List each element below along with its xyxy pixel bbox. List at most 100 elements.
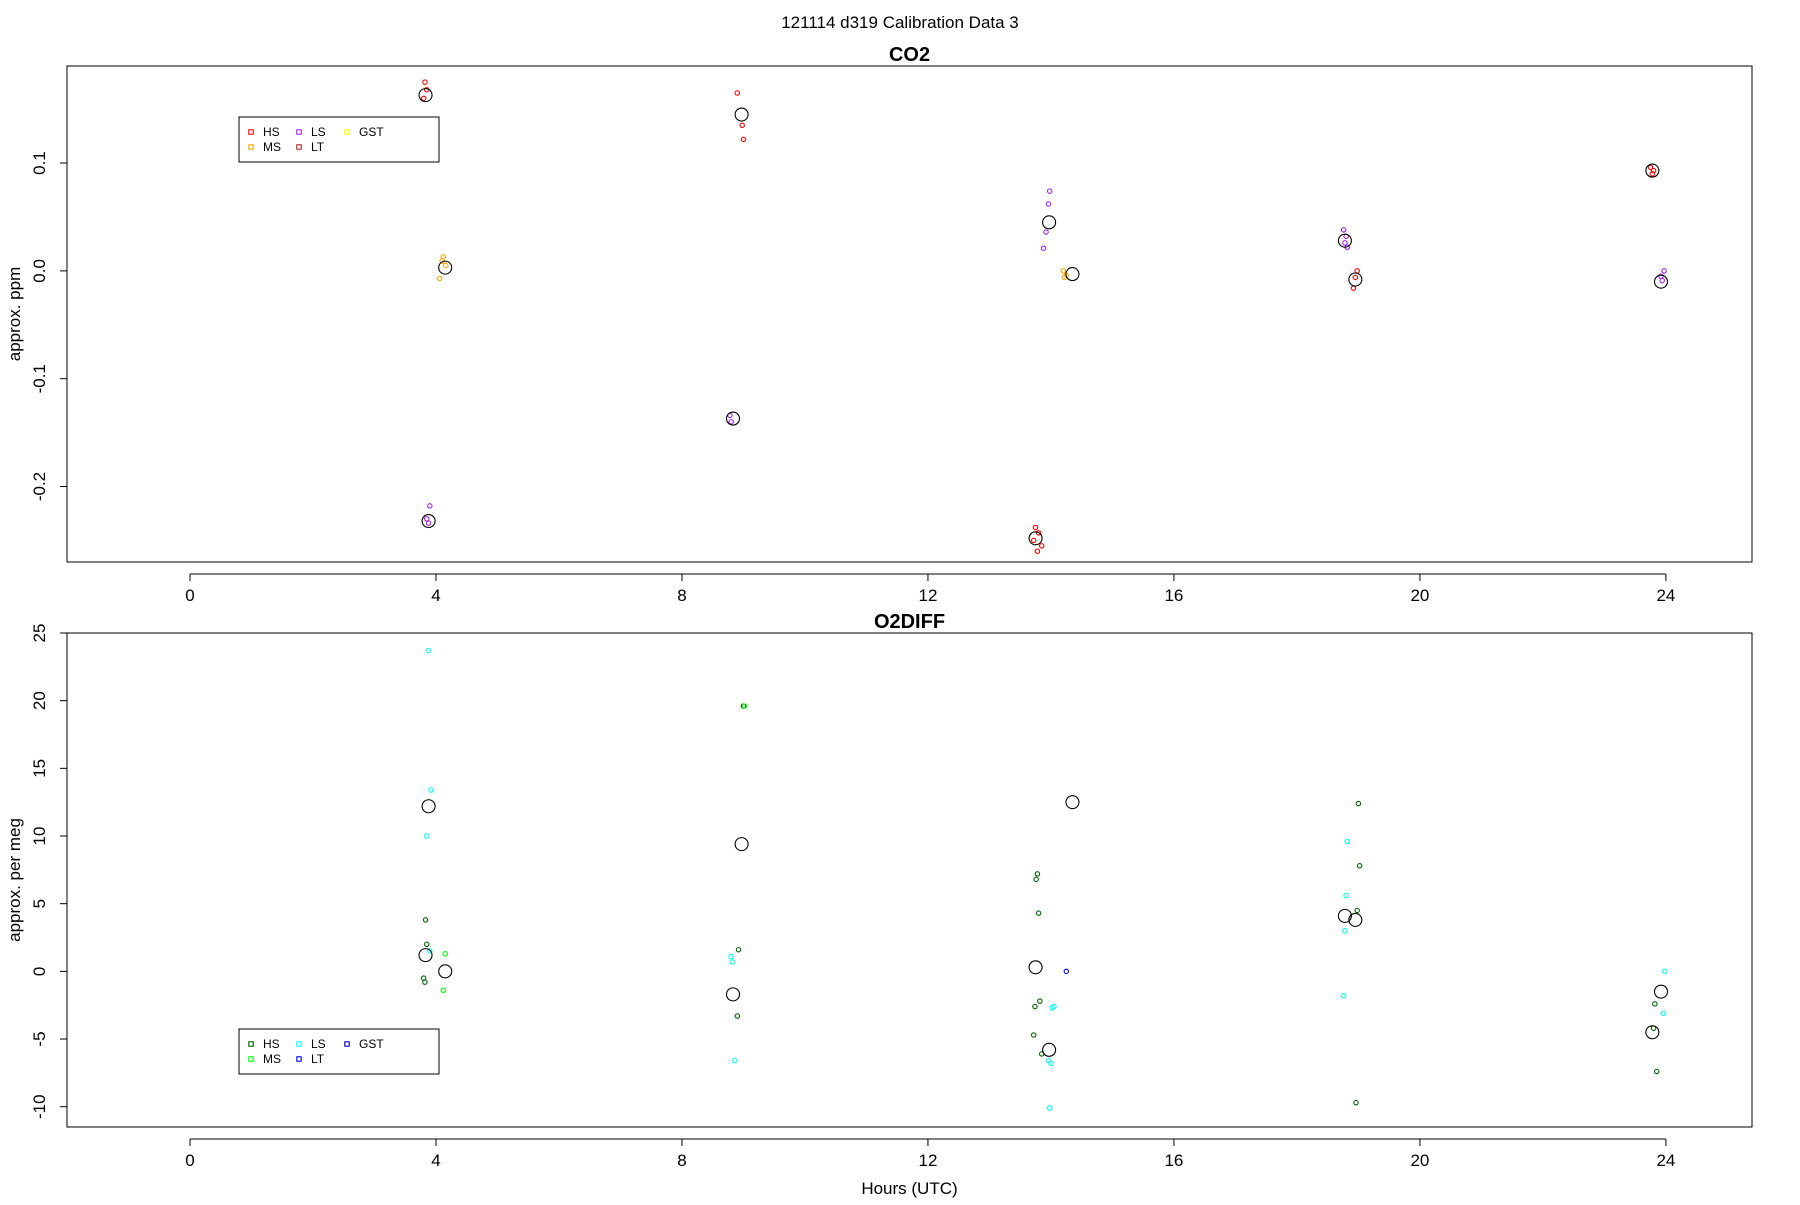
data-point: [1033, 876, 1039, 883]
y-tick-label: 0: [30, 967, 49, 976]
mean-marker: [1348, 272, 1363, 287]
data-point: [1034, 871, 1041, 877]
mean-marker: [438, 964, 453, 979]
data-point: [1048, 1060, 1054, 1067]
data-point: [1035, 910, 1042, 916]
data-point: [425, 647, 432, 654]
legend-marker: [248, 1056, 254, 1062]
data-point: [1355, 800, 1362, 807]
x-tick-label: 8: [677, 586, 686, 605]
y-axis-label: approx. per meg: [5, 818, 24, 942]
data-point: [1340, 227, 1347, 233]
y-tick-label: 25: [30, 624, 49, 643]
data-point: [1046, 1105, 1053, 1111]
mean-marker: [1028, 531, 1043, 546]
data-point: [1060, 268, 1066, 274]
mean-marker: [1028, 960, 1043, 975]
panel-0: CO2 0 4 8 12 16 20 24 -0.2 -0.1 0.0 0.1 approx. ppm H…: [5, 44, 1753, 605]
data-point: [1340, 992, 1347, 999]
x-tick-label: 20: [1410, 586, 1429, 605]
mean-marker: [418, 88, 433, 103]
y-tick-label: -0.2: [30, 472, 49, 501]
x-tick-label: 8: [677, 1151, 686, 1170]
y-tick-label: 5: [30, 899, 49, 908]
y-tick-label: 0.1: [30, 151, 49, 175]
mean-marker: [734, 107, 749, 122]
y-tick-label: 0.0: [30, 259, 49, 283]
legend-box: [238, 1028, 440, 1075]
data-point: [1343, 892, 1349, 899]
legend-marker: [296, 144, 302, 150]
data-point: [440, 987, 447, 994]
data-point: [739, 122, 745, 129]
data-point: [1035, 530, 1042, 536]
mean-marker: [421, 513, 436, 529]
data-point: [1043, 229, 1049, 235]
data-point: [1030, 1032, 1037, 1038]
panel-title: CO2: [889, 44, 930, 66]
data-point: [1354, 268, 1360, 274]
y-tick-label: 20: [30, 691, 49, 710]
data-point: [1037, 998, 1043, 1004]
mean-marker: [1645, 1025, 1660, 1040]
legend-label: LS: [311, 125, 326, 139]
legend-marker: [296, 1056, 302, 1062]
data-point: [1661, 268, 1667, 274]
mean-marker: [1337, 908, 1352, 923]
mean-marker: [421, 799, 436, 814]
data-point: [1352, 274, 1359, 281]
x-tick-label: 12: [918, 1151, 937, 1170]
y-tick-label: 15: [30, 759, 49, 778]
data-point: [1356, 863, 1363, 869]
legend-marker: [344, 1041, 350, 1047]
mean-marker: [725, 987, 741, 1002]
mean-marker: [1348, 912, 1363, 927]
y-tick-label: -0.1: [30, 364, 49, 393]
data-point: [1653, 1068, 1660, 1075]
legend-label: MS: [263, 1052, 281, 1066]
data-point: [422, 79, 428, 85]
x-tick-label: 12: [918, 586, 937, 605]
x-tick-label: 4: [431, 1151, 440, 1170]
data-point: [1032, 1003, 1038, 1010]
panel-title: O2DIFF: [874, 611, 945, 633]
data-point: [1063, 968, 1070, 975]
data-point: [1344, 838, 1351, 845]
y-tick-label: -10: [30, 1094, 49, 1119]
legend-marker: [344, 129, 350, 135]
legend-box: [238, 116, 440, 163]
data-point: [1353, 1099, 1359, 1106]
data-point: [1649, 171, 1656, 177]
x-tick-label: 4: [431, 586, 440, 605]
legend-label: HS: [263, 1037, 280, 1051]
data-point: [1032, 524, 1039, 531]
data-point: [1038, 543, 1045, 549]
x-tick-label: 20: [1410, 1151, 1429, 1170]
x-tick-label: 24: [1656, 586, 1675, 605]
figure-title: 121114 d319 Calibration Data 3: [781, 13, 1019, 32]
data-point: [1647, 164, 1654, 171]
legend-marker: [248, 1041, 254, 1047]
data-point: [420, 95, 427, 102]
data-point: [1030, 537, 1037, 544]
x-axis-label: Hours (UTC): [861, 1179, 957, 1198]
y-tick-label: 10: [30, 827, 49, 846]
mean-marker: [725, 411, 741, 426]
legend-marker: [248, 129, 254, 135]
data-point: [741, 703, 748, 709]
data-point: [1342, 240, 1348, 246]
data-point: [740, 136, 747, 143]
legend-marker: [296, 1041, 302, 1047]
data-point: [1652, 1001, 1658, 1007]
mean-marker: [1337, 233, 1352, 248]
data-point: [424, 516, 430, 522]
data-point: [427, 503, 433, 509]
data-point: [1661, 968, 1668, 975]
data-point: [728, 419, 734, 425]
x-tick-label: 24: [1656, 1151, 1675, 1170]
data-point: [425, 520, 432, 526]
data-point: [1350, 285, 1357, 291]
data-point: [428, 787, 434, 793]
